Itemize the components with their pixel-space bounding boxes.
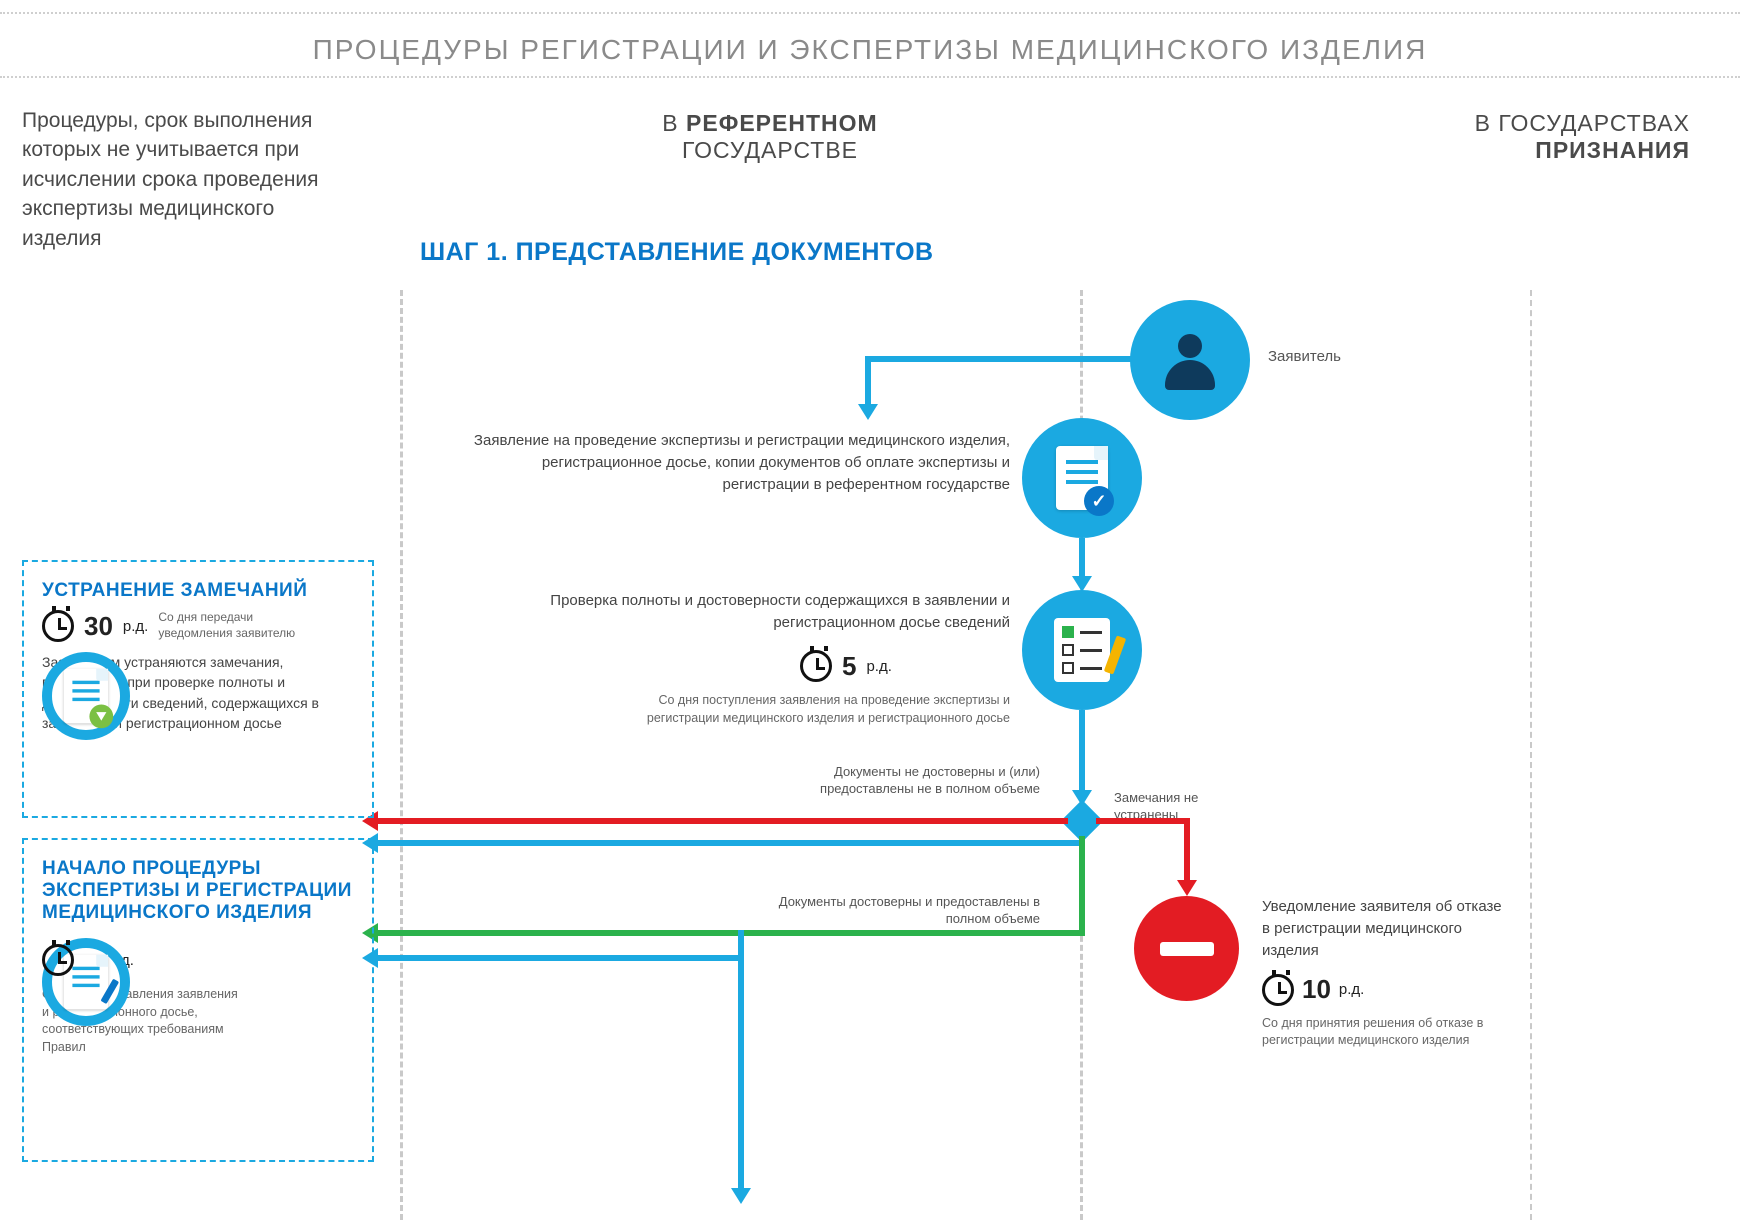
- decision-label-ok: Документы достоверны и предоставлены в п…: [770, 894, 1040, 928]
- check-badge-icon: ✓: [1084, 486, 1114, 516]
- guide-line-left: [400, 290, 403, 1220]
- clock-icon: [42, 610, 74, 642]
- check-unit: р.д.: [866, 658, 891, 675]
- applicant-label: Заявитель: [1268, 348, 1341, 365]
- flow-line-red: [378, 818, 1068, 824]
- divider-bottom: [0, 76, 1740, 78]
- checklist-icon: [1054, 618, 1110, 682]
- fix-doc-icon: [42, 652, 130, 740]
- flow-line: [1079, 538, 1085, 578]
- flow-line-green: [1079, 836, 1085, 936]
- clock-icon: [42, 944, 74, 976]
- fix-sub: Со дня передачи уведомления заявителю: [158, 610, 308, 641]
- flow-line-red: [1184, 818, 1190, 882]
- check-text: Проверка полноты и достоверности содержа…: [550, 590, 1010, 634]
- check-time-row: 5 р.д.: [800, 650, 892, 682]
- application-text: Заявление на проведение экспертизы и рег…: [460, 430, 1010, 495]
- flow-line: [1079, 710, 1085, 792]
- col-ref-bold: РЕФЕРЕНТНОМ: [686, 110, 878, 136]
- stop-bar-icon: [1160, 942, 1214, 956]
- check-sub: Со дня поступления заявления на проведен…: [610, 692, 1010, 727]
- page-title: ПРОЦЕДУРЫ РЕГИСТРАЦИИ И ЭКСПЕРТИЗЫ МЕДИЦ…: [0, 34, 1740, 66]
- left-box-start: НАЧАЛО ПРОЦЕДУРЫ ЭКСПЕРТИЗЫ И РЕГИСТРАЦИ…: [22, 838, 374, 1162]
- col-ref-suffix: ГОСУДАРСТВЕ: [682, 137, 858, 163]
- clock-icon: [1262, 974, 1294, 1006]
- document-node-icon: ✓: [1022, 418, 1142, 538]
- flow-line-blue: [378, 840, 1082, 846]
- column-title-recognition: В ГОСУДАРСТВАХ ПРИЗНАНИЯ: [1350, 110, 1690, 164]
- refusal-unit: р.д.: [1339, 979, 1364, 1001]
- flow-line-green: [378, 930, 1085, 936]
- refusal-text: Уведомление заявителя об отказе в регист…: [1262, 896, 1512, 961]
- flow-line: [865, 356, 1135, 362]
- fix-days: 30: [84, 611, 113, 642]
- document-icon: [64, 669, 108, 723]
- refusal-block: Уведомление заявителя об отказе в регист…: [1262, 896, 1512, 1050]
- flow-line: [865, 356, 871, 406]
- refusal-sub: Со дня принятия решения об отказе в реги…: [1262, 1015, 1512, 1050]
- arrow-down-icon: [858, 404, 878, 420]
- col-recog-prefix: В ГОСУДАРСТВАХ: [1475, 110, 1690, 136]
- flow-line-blue: [738, 930, 744, 1190]
- refusal-stop-icon: [1134, 896, 1239, 1001]
- left-box-fix: УСТРАНЕНИЕ ЗАМЕЧАНИЙ 30 р.д. Со дня пере…: [22, 560, 374, 818]
- person-icon: [1160, 330, 1220, 390]
- checklist-node-icon: [1022, 590, 1142, 710]
- refusal-days: 10: [1302, 971, 1331, 1009]
- flow-line-red: [1096, 818, 1190, 824]
- col-ref-prefix: В: [662, 110, 686, 136]
- pencil-icon: [1104, 635, 1126, 674]
- flow-line-blue: [378, 955, 744, 961]
- start-title: НАЧАЛО ПРОЦЕДУРЫ ЭКСПЕРТИЗЫ И РЕГИСТРАЦИ…: [42, 858, 354, 924]
- download-badge-icon: [89, 705, 113, 729]
- arrow-down-icon: [731, 1188, 751, 1204]
- applicant-icon: [1130, 300, 1250, 420]
- check-days: 5: [842, 651, 856, 682]
- guide-line-right: [1530, 290, 1532, 1220]
- clock-icon: [800, 650, 832, 682]
- document-icon: ✓: [1056, 446, 1108, 510]
- decision-label-left: Документы не достоверны и (или) предоста…: [800, 764, 1040, 798]
- fix-title: УСТРАНЕНИЕ ЗАМЕЧАНИЙ: [42, 580, 354, 602]
- pen-icon: [100, 979, 119, 1004]
- arrow-down-icon: [1177, 880, 1197, 896]
- fix-unit: р.д.: [123, 618, 148, 635]
- col-recog-bold: ПРИЗНАНИЯ: [1535, 137, 1690, 163]
- page-root: ПРОЦЕДУРЫ РЕГИСТРАЦИИ И ЭКСПЕРТИЗЫ МЕДИЦ…: [0, 0, 1740, 1220]
- divider-top: [0, 12, 1740, 14]
- intro-text: Процедуры, срок выполнения которых не уч…: [22, 106, 322, 253]
- step-title: ШАГ 1. ПРЕДСТАВЛЕНИЕ ДОКУМЕНТОВ: [420, 238, 934, 267]
- column-title-referent: В РЕФЕРЕНТНОМ ГОСУДАРСТВЕ: [540, 110, 1000, 164]
